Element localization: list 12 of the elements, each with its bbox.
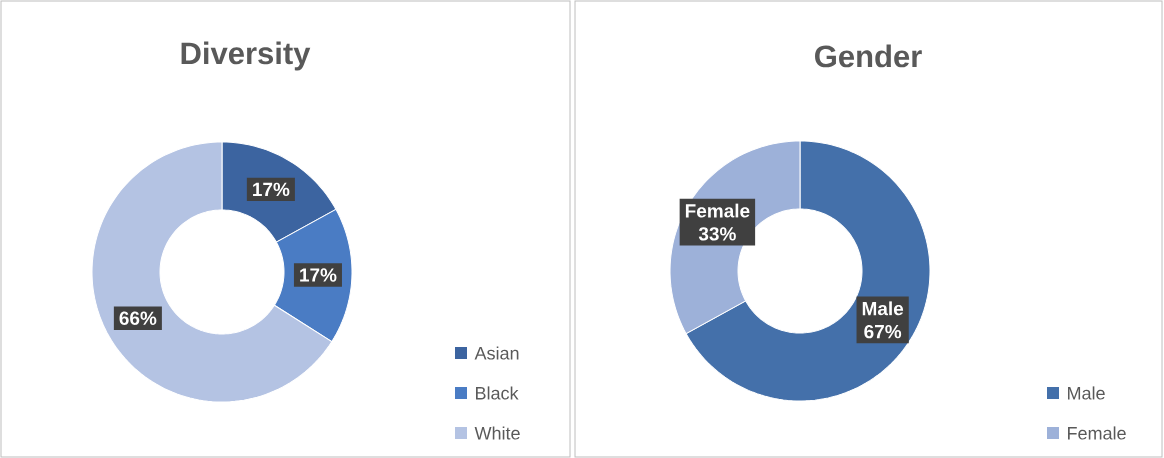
data-label: 66% [119,311,157,325]
chart-title: Diversity [181,41,311,71]
legend-label: Asian [474,346,519,360]
data-label: Male 67% [862,301,904,339]
data-label: 17% [253,182,290,197]
data-label: Female 33% [685,203,750,241]
data-label: 17% [300,268,337,282]
chart-title: Gender [815,44,922,68]
legend-label: Male [1068,386,1105,400]
legend-label: Black [476,386,519,400]
legend-label: White [474,426,520,440]
legend-label: Female [1068,426,1126,440]
